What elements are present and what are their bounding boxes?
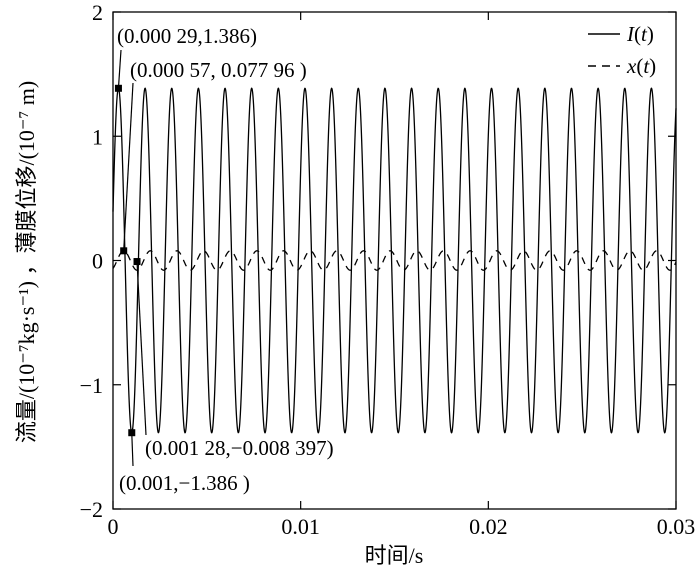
annotation-leader [117,49,122,89]
y-tick-label: 0 [92,249,103,274]
x-tick-label: 0.01 [281,514,320,539]
legend: I(t) x(t) [588,22,656,78]
x-tick-label: 0.03 [657,514,696,539]
annotation-label-peak: (0.000 29,1.386) [117,24,257,48]
annotation-marker [133,258,141,266]
annotation-marker [114,84,122,92]
plot-lines [112,87,677,434]
annotation-label-disp-zero: (0.001 28,−0.008 397) [145,436,334,460]
legend-label-flow: I(t) [626,22,654,46]
x-tick-label: 0 [108,514,119,539]
series-line-0 [112,87,677,434]
y-tick-label: 1 [92,124,103,149]
ticks: 0 0.01 0.02 0.03 −2 −1 0 1 2 [80,0,696,539]
annotation-marker [120,247,128,255]
x-tick-label: 0.02 [469,514,508,539]
series-line-1 [112,250,677,271]
annotation-leader [131,432,134,467]
x-axis-label: 时间/s [365,543,424,568]
annotation-markers [114,49,147,467]
annotation-leader [123,82,134,251]
annotation-leader [136,261,147,436]
y-tick-label: 2 [92,0,103,25]
y-tick-label: −1 [80,373,103,398]
annotation-label-disp-peak: (0.000 57, 0.077 96 ) [130,58,307,82]
annotation-label-trough: (0.001,−1.386 ) [119,471,250,495]
y-axis-label: 流量/(10⁻⁷kg·s⁻¹) ，薄膜位移/(10⁻⁷ m) [14,81,39,443]
y-tick-label: −2 [80,497,103,522]
legend-label-displacement: x(t) [626,54,656,78]
annotation-marker [128,429,136,437]
